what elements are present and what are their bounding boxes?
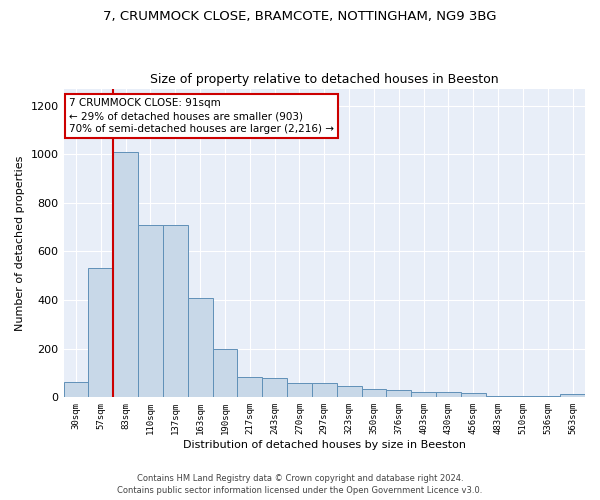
Bar (212, 348, 238, 398)
Bar (64, 382, 88, 398)
Bar (386, 390, 411, 398)
Text: Contains HM Land Registry data © Crown copyright and database right 2024.
Contai: Contains HM Land Registry data © Crown c… (118, 474, 482, 495)
Title: Size of property relative to detached houses in Beeston: Size of property relative to detached ho… (150, 73, 499, 86)
Bar (461, 393, 485, 398)
Bar (337, 386, 362, 398)
Bar (138, 224, 163, 398)
Bar (287, 382, 312, 398)
Bar (535, 396, 560, 398)
Bar (560, 394, 585, 398)
Bar (312, 382, 337, 398)
Text: 7, CRUMMOCK CLOSE, BRAMCOTE, NOTTINGHAM, NG9 3BG: 7, CRUMMOCK CLOSE, BRAMCOTE, NOTTINGHAM,… (103, 10, 497, 23)
Bar (113, 152, 138, 398)
Bar (511, 396, 535, 398)
Bar (485, 396, 511, 398)
Bar (163, 224, 188, 398)
X-axis label: Distribution of detached houses by size in Beeston: Distribution of detached houses by size … (183, 440, 466, 450)
Bar (436, 392, 461, 398)
Bar (188, 298, 212, 398)
Bar (262, 378, 287, 398)
Text: 7 CRUMMOCK CLOSE: 91sqm
← 29% of detached houses are smaller (903)
70% of semi-d: 7 CRUMMOCK CLOSE: 91sqm ← 29% of detache… (69, 98, 334, 134)
Bar (411, 392, 436, 398)
Bar (238, 376, 262, 398)
Y-axis label: Number of detached properties: Number of detached properties (15, 156, 25, 330)
Bar (88, 268, 113, 398)
Bar (362, 389, 386, 398)
